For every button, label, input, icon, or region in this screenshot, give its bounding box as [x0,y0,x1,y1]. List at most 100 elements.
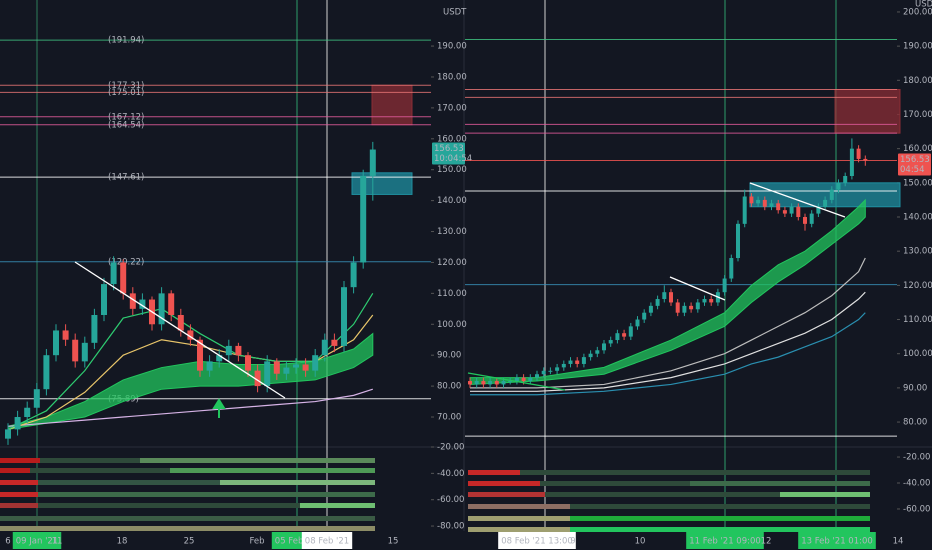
time-label-box [686,532,764,549]
candle-body [863,158,868,161]
indicator-strip [0,503,38,508]
candle-body [809,213,814,224]
candle-body [302,364,309,371]
y-tick-label: 160.00 [437,134,467,144]
candle-body [648,305,653,313]
candle-body [501,381,506,385]
candle-body [749,196,754,204]
candle-body [836,182,841,190]
indicator-strip [0,468,30,473]
y-tick-label: 190.00 [437,42,467,52]
time-label: 18 [117,537,128,547]
candle-body [14,417,21,430]
level-label: (177.31) [108,81,144,91]
time-label: 10 [635,537,646,547]
candle-body [541,370,546,375]
candle-body [312,355,319,371]
candle-body [829,189,834,200]
candle-body [535,374,539,378]
indicator-strip [0,458,40,463]
indicator-strip [468,527,570,532]
candle-body [555,367,560,371]
candle-body [736,223,740,259]
candle-body [474,381,479,385]
candle-body [91,315,98,343]
level-label: (164.54) [108,120,144,130]
indicator-strip [38,480,220,485]
moving-average [7,293,374,430]
candle-body [756,199,761,204]
candle-body [264,361,271,387]
candle-body [762,199,767,207]
indicator-strip [38,503,300,508]
y-tick-label: 190.00 [903,42,932,52]
candle-body [615,333,620,341]
last-price-label: 156.53 [434,144,464,154]
y-tick-label: 170.00 [437,103,467,113]
indicator-tick-label: -40.00 [437,469,464,479]
candle-body [283,367,290,374]
price-zone [371,84,413,126]
candle-body [350,262,357,288]
y-tick-label: 140.00 [903,213,932,223]
candle-body [120,262,127,294]
candle-body [129,293,136,309]
countdown-label: 10:04:54 [434,154,472,164]
indicator-strip [540,481,690,486]
trend-line [467,372,566,391]
candle-body [139,299,146,309]
ma-band [7,332,374,430]
time-label: 11 Feb '21 09:00 [689,537,761,547]
trend-line [669,276,726,301]
candle-body [360,175,367,263]
y-tick-label: 110.00 [437,289,467,299]
y-tick-label: 180.00 [437,72,467,82]
candle-body [341,287,347,346]
y-tick-label: 200.00 [903,7,932,17]
indicator-strip [0,526,375,531]
candle-body [245,355,251,371]
candle-body [595,350,600,354]
indicator-strip [468,481,540,486]
candle-body [81,342,88,362]
indicator-strip [520,470,870,475]
y-tick-label: 130.00 [903,247,932,257]
arrow-marker [212,398,226,418]
indicator-strip [468,492,545,497]
candle-body [369,149,376,176]
time-label: 13 Feb '21 01:00 [801,537,873,547]
candle-body [481,381,486,385]
price-zone [834,89,901,134]
indicator-strip [690,481,870,486]
indicator-strip [0,516,375,521]
candle-body [816,206,821,214]
level-label: (175.01) [108,88,144,98]
time-label: 09 Jan '21 [16,537,58,547]
candle-body [331,339,338,346]
y-tick-label: 150.00 [903,178,932,188]
y-tick-label: 100.00 [903,349,932,359]
level-label: (167.12) [108,112,144,122]
candle-body [101,284,107,316]
candle-body [602,343,606,351]
candle-body [796,206,801,218]
ma-band [469,198,866,385]
moving-average [470,257,866,389]
last-price-tag [898,153,931,176]
candle-body [608,340,613,344]
moving-average [7,388,373,427]
candle-body [514,377,519,382]
candle-body [273,361,280,374]
indicator-strip [468,516,570,521]
y-tick-label: 70.00 [437,413,461,423]
candle-body [722,278,727,293]
candle-body [24,407,31,418]
time-label: 05 Feb '21 [275,537,319,547]
time-label: 6 [5,537,10,547]
y-tick-label: 150.00 [437,165,467,175]
candle-body [803,217,807,224]
candle-body [628,326,633,337]
candle-body [843,175,848,183]
y-tick-label: 130.00 [437,227,467,237]
candle-body [642,312,647,320]
